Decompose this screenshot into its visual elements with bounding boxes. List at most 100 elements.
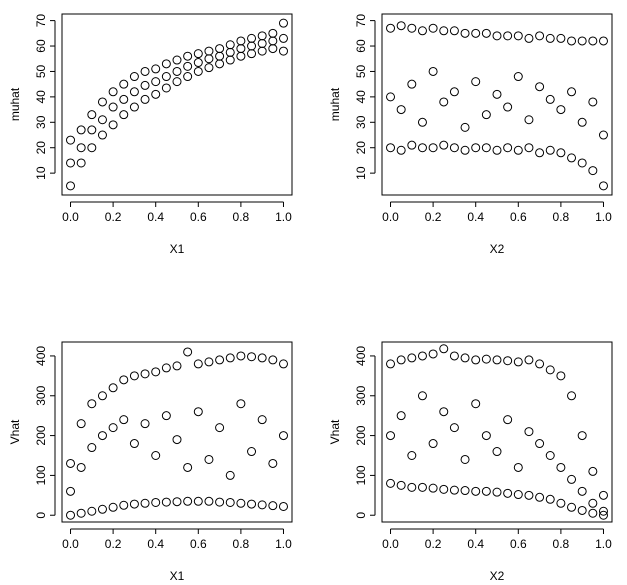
point [183,462,193,472]
y-axis-label: muhat [328,87,342,121]
point [257,500,267,510]
point [172,66,182,76]
y-tick-label: 60 [34,39,48,53]
point [76,508,86,518]
y-axis-label: Vhat [8,419,22,444]
point [428,483,438,493]
point [386,359,396,369]
point [87,443,97,453]
point [247,49,257,59]
y-tick-label: 400 [354,346,368,366]
y-tick-label: 0 [34,512,48,519]
point [129,102,139,112]
point [268,501,278,511]
point [524,143,534,153]
point [119,375,129,385]
x-tick-label: 0.6 [510,210,527,224]
point [183,347,193,357]
point [439,97,449,107]
point [492,487,502,497]
point [492,89,502,99]
point [407,450,417,460]
y-tick-label: 30 [354,115,368,129]
point [396,480,406,490]
x-tick-label: 0.2 [425,537,442,551]
point [503,143,513,153]
point [278,33,288,43]
point [140,66,150,76]
point [535,359,545,369]
point [449,423,459,433]
point [204,496,214,506]
point [513,462,523,472]
point [471,399,481,409]
point [567,391,577,401]
point [492,355,502,365]
point [161,59,171,69]
point [535,31,545,41]
point [460,454,470,464]
point [598,490,608,500]
point [503,356,513,366]
point [460,28,470,38]
point [481,354,491,364]
point [236,351,246,361]
point [417,143,427,153]
x-tick-label: 0.0 [382,210,399,224]
point [556,33,566,43]
plot-box [381,341,613,523]
point [108,423,118,433]
point [439,407,449,417]
point [471,28,481,38]
point [151,367,161,377]
point [577,158,587,168]
point [471,355,481,365]
point [247,499,257,509]
x-tick-label: 0.4 [467,210,484,224]
x-tick-label: 0.6 [510,537,527,551]
point [396,145,406,155]
point [193,496,203,506]
point [161,72,171,82]
point [225,40,235,50]
point [396,21,406,31]
point [257,31,267,41]
point [225,353,235,363]
x-tick-label: 0.2 [425,210,442,224]
point [172,55,182,65]
point [428,349,438,359]
point [66,135,76,145]
point [97,97,107,107]
point [460,122,470,132]
point [598,506,608,516]
point [449,143,459,153]
point [535,82,545,92]
y-tick-label: 40 [354,90,368,104]
point [524,427,534,437]
point [257,38,267,48]
point [119,94,129,104]
point [193,66,203,76]
point [76,143,86,153]
point [577,486,587,496]
point [588,508,598,518]
point [140,94,150,104]
point [278,18,288,28]
x-tick-label: 0.8 [553,537,570,551]
y-axis-label: Vhat [328,419,342,444]
point [151,497,161,507]
point [513,145,523,155]
point [183,496,193,506]
point [407,140,417,150]
point [172,361,182,371]
point [161,497,171,507]
point [439,484,449,494]
point [396,105,406,115]
point [108,383,118,393]
point [193,49,203,59]
point [215,59,225,69]
point [417,117,427,127]
point [492,447,502,457]
point [449,87,459,97]
point [556,105,566,115]
